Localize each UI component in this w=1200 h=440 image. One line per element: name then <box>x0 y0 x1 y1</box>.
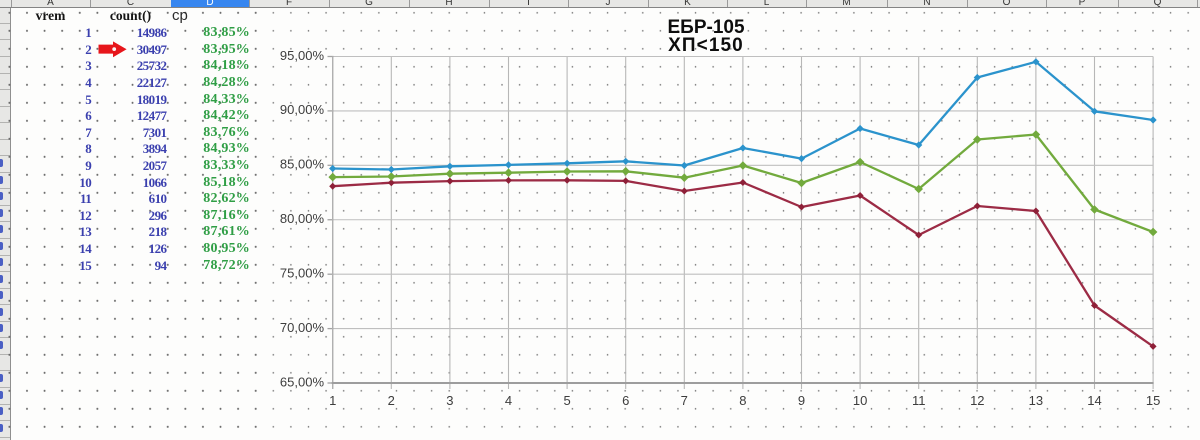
svg-text:85,00%: 85,00% <box>280 157 325 172</box>
svg-text:14: 14 <box>1087 393 1101 408</box>
svg-text:6: 6 <box>622 393 629 408</box>
svg-text:5: 5 <box>563 393 570 408</box>
svg-text:80,00%: 80,00% <box>280 211 325 226</box>
svg-text:ЕБР-105: ЕБР-105 <box>667 17 744 38</box>
svg-text:13: 13 <box>1029 393 1043 408</box>
svg-text:90,00%: 90,00% <box>280 102 325 117</box>
svg-text:70,00%: 70,00% <box>280 320 325 335</box>
svg-text:1: 1 <box>329 393 336 408</box>
svg-text:7: 7 <box>681 393 688 408</box>
svg-text:15: 15 <box>1146 393 1160 408</box>
svg-text:4: 4 <box>505 393 512 408</box>
svg-text:ХП<150: ХП<150 <box>668 35 744 56</box>
svg-text:8: 8 <box>739 393 746 408</box>
svg-text:3: 3 <box>446 393 453 408</box>
svg-text:9: 9 <box>798 393 805 408</box>
svg-text:10: 10 <box>853 393 867 408</box>
svg-text:2: 2 <box>388 393 395 408</box>
svg-text:65,00%: 65,00% <box>280 374 325 389</box>
svg-text:12: 12 <box>970 393 984 408</box>
svg-text:95,00%: 95,00% <box>280 48 325 63</box>
svg-text:75,00%: 75,00% <box>280 266 325 281</box>
svg-text:11: 11 <box>912 393 926 408</box>
